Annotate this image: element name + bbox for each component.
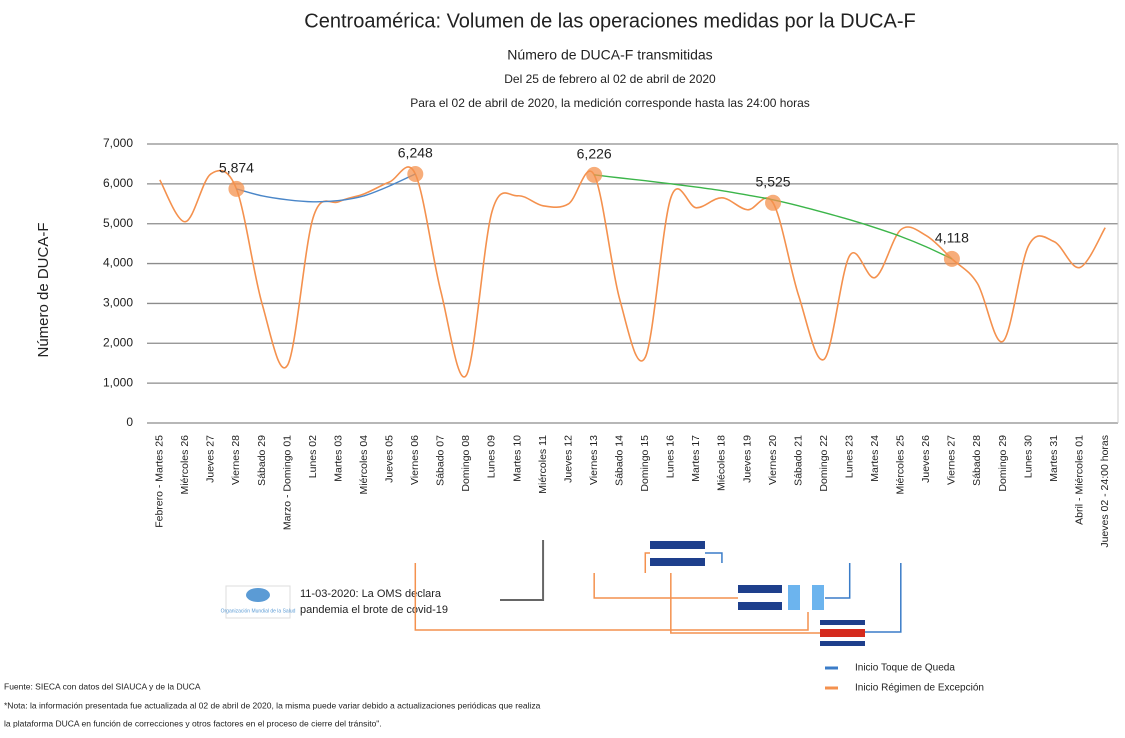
y-tick-label: 2,000 bbox=[103, 335, 133, 349]
x-tick-label: Marzo - Domingo 01 bbox=[281, 435, 293, 530]
highlight-point bbox=[407, 165, 424, 182]
highlight-point bbox=[228, 180, 245, 197]
flag-costa-rica bbox=[820, 620, 865, 646]
x-tick-label: Jueves 27 bbox=[205, 435, 217, 483]
y-tick-label: 6,000 bbox=[103, 176, 133, 190]
chart-title: Centroamérica: Volumen de las operacione… bbox=[304, 10, 915, 32]
x-tick-label: Martes 03 bbox=[332, 435, 344, 482]
data-label: 5,874 bbox=[219, 160, 254, 176]
x-tick-label: Lunes 30 bbox=[1022, 435, 1034, 478]
connector bbox=[593, 573, 738, 599]
x-tick-label: Sábado 14 bbox=[614, 435, 626, 486]
x-tick-label: Lunes 02 bbox=[307, 435, 319, 478]
subtitle: Número de DUCA-F transmitidas bbox=[507, 47, 712, 63]
flags bbox=[650, 541, 865, 646]
x-tick-label: Viernes 06 bbox=[409, 435, 421, 485]
x-tick-label: Sábado 21 bbox=[792, 435, 804, 486]
x-tick-label: Lunes 23 bbox=[843, 435, 855, 478]
x-tick-label: Miércoles 11 bbox=[537, 435, 549, 494]
x-tick-label: Miércoles 26 bbox=[179, 435, 191, 495]
note: *Nota: la información presentada fue act… bbox=[4, 700, 541, 710]
x-tick-label: Viernes 27 bbox=[946, 435, 958, 485]
x-tick-label: Martes 17 bbox=[690, 435, 702, 482]
x-tick-label: Sábado 29 bbox=[256, 435, 268, 486]
logo-text: Organización Mundial de la Salud bbox=[221, 608, 296, 614]
x-tick-label: Jueves 05 bbox=[384, 435, 396, 483]
data-label: 4,118 bbox=[935, 230, 969, 246]
x-tick-label: Miércoles 04 bbox=[358, 435, 370, 495]
x-tick-label: Abril - Miércoles 01 bbox=[1073, 435, 1085, 525]
connector bbox=[500, 540, 545, 601]
x-tick-label: Sábado 07 bbox=[435, 435, 447, 486]
flag-el-salvador bbox=[738, 585, 782, 610]
subtitle: Del 25 de febrero al 02 de abril de 2020 bbox=[504, 72, 716, 86]
x-tick-label: Sábado 28 bbox=[971, 435, 983, 486]
connector bbox=[825, 563, 851, 599]
data-label: 6,226 bbox=[577, 146, 612, 162]
data-label: 5,525 bbox=[756, 173, 791, 189]
x-tick-label: Viernes 13 bbox=[588, 435, 600, 485]
y-tick-label: 4,000 bbox=[103, 256, 133, 270]
x-tick-label: Lunes 09 bbox=[486, 435, 498, 478]
annotation-text: pandemia el brote de covid-19 bbox=[300, 604, 448, 616]
legend-label: Inicio Régimen de Excepción bbox=[855, 683, 984, 694]
x-tick-label: Viernes 20 bbox=[767, 435, 779, 485]
connector bbox=[670, 573, 820, 634]
x-tick-label: Febrero - Martes 25 bbox=[154, 435, 166, 528]
x-tick-label: Domingo 15 bbox=[639, 435, 651, 492]
x-tick-label: Jueves 26 bbox=[920, 435, 932, 483]
x-tick-label: Domingo 08 bbox=[460, 435, 472, 492]
y-tick-label: 5,000 bbox=[103, 216, 133, 230]
highlight-point bbox=[765, 194, 782, 211]
y-tick-label: 1,000 bbox=[103, 375, 133, 389]
x-tick-label: Miércoles 25 bbox=[895, 435, 907, 495]
connector bbox=[865, 563, 902, 633]
line bbox=[159, 166, 1106, 378]
trendline bbox=[236, 173, 416, 203]
x-tick-label: Miécoles 18 bbox=[716, 435, 728, 491]
x-tick-label: Martes 24 bbox=[869, 435, 881, 482]
connector bbox=[414, 563, 809, 631]
annotation: Organización Mundial de la Salud 11-03-2… bbox=[221, 585, 448, 619]
x-tick-label: Jueves 02 - 24:00 horas bbox=[1099, 435, 1111, 548]
logo-emblem bbox=[246, 588, 270, 602]
x-tick-label: Viernes 28 bbox=[230, 435, 242, 485]
x-tick-label: Martes 10 bbox=[511, 435, 523, 482]
flag-honduras bbox=[650, 541, 705, 566]
y-axis-label: Número de DUCA-F bbox=[35, 222, 52, 357]
annotation-text: 11-03-2020: La OMS declara bbox=[300, 588, 442, 600]
subtitle: Para el 02 de abril de 2020, la medición… bbox=[410, 96, 810, 110]
x-tick-label: Lunes 16 bbox=[665, 435, 677, 478]
connector bbox=[644, 552, 650, 573]
flag-guatemala bbox=[788, 585, 824, 610]
x-tick-label: Domingo 29 bbox=[997, 435, 1009, 492]
x-tick-label: Jueves 12 bbox=[562, 435, 574, 483]
source: Fuente: SIECA con datos del SIAUCA y de … bbox=[4, 681, 201, 691]
note: la plataforma DUCA en función de correcc… bbox=[4, 718, 382, 728]
y-tick-label: 0 bbox=[126, 415, 133, 429]
highlight-point bbox=[586, 166, 603, 183]
x-tick-label: Jueves 19 bbox=[741, 435, 753, 483]
highlight-point bbox=[943, 250, 960, 267]
connector bbox=[705, 552, 723, 563]
legend-label: Inicio Toque de Queda bbox=[855, 663, 955, 674]
y-tick-label: 7,000 bbox=[103, 136, 133, 150]
x-tick-label: Domingo 22 bbox=[818, 435, 830, 492]
y-tick-label: 3,000 bbox=[103, 296, 133, 310]
x-tick-label: Martes 31 bbox=[1048, 435, 1060, 482]
data-label: 6,248 bbox=[398, 145, 433, 161]
